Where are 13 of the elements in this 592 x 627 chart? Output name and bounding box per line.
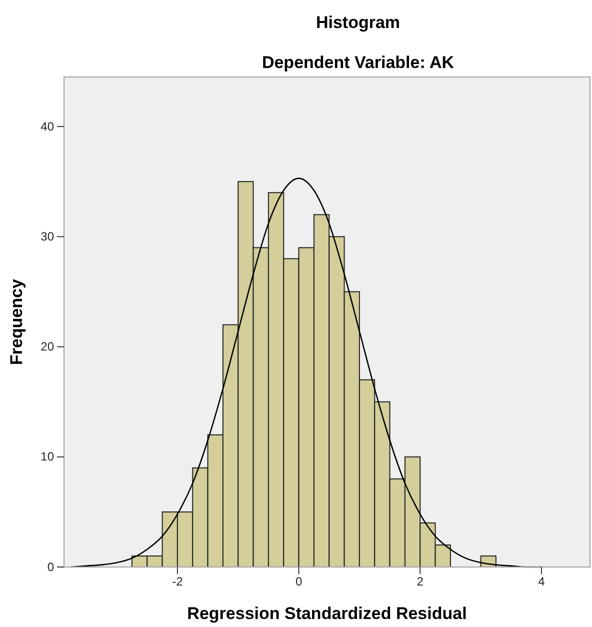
x-axis-title: Regression Standardized Residual — [187, 604, 467, 623]
chart-title: Histogram — [316, 13, 400, 32]
x-tick-label: 4 — [538, 574, 546, 589]
y-tick-label: 20 — [40, 340, 54, 354]
chart-subtitle: Dependent Variable: AK — [262, 53, 455, 72]
x-tick-label: -2 — [172, 574, 184, 589]
y-tick-label: 10 — [40, 450, 54, 464]
y-tick-label: 0 — [47, 560, 54, 574]
y-tick-label: 40 — [40, 119, 54, 134]
y-tick-label: 30 — [40, 230, 54, 244]
x-tick-label: 0 — [295, 574, 302, 589]
y-axis-title: Frequency — [7, 278, 26, 365]
x-tick-label: 2 — [416, 574, 424, 589]
